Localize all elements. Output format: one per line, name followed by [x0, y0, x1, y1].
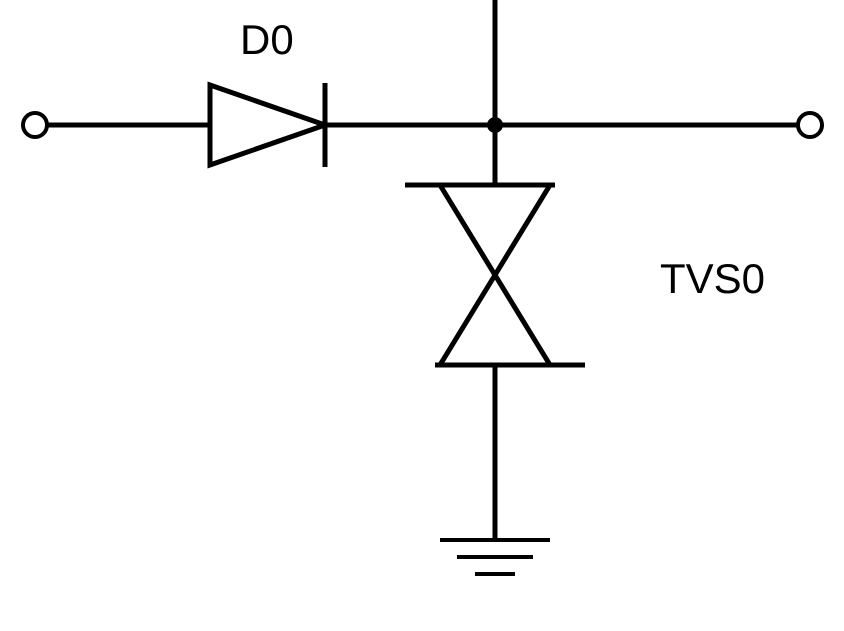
tvs-label: TVS0 — [660, 255, 765, 303]
diode-label: D0 — [240, 16, 294, 64]
schematic-svg — [0, 0, 844, 631]
circuit-canvas: D0 TVS0 — [0, 0, 844, 631]
